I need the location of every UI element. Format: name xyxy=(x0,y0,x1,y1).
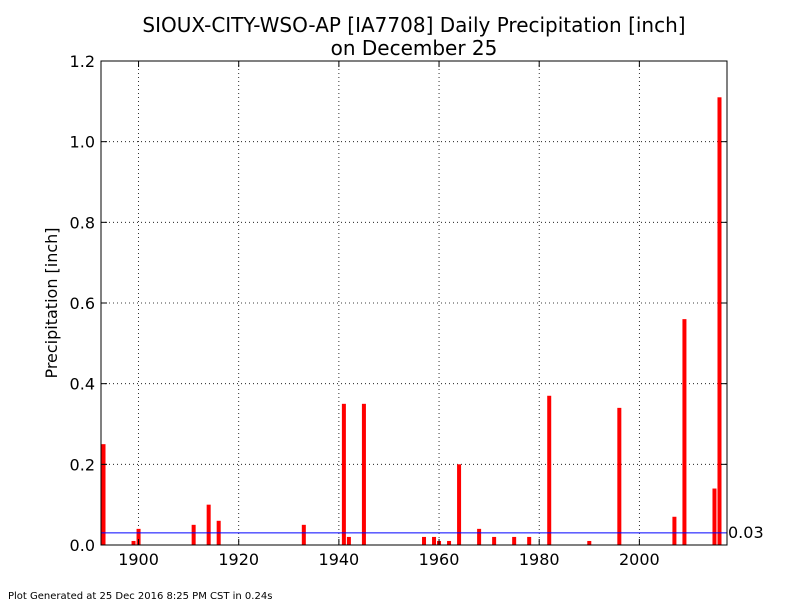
bar xyxy=(712,488,717,545)
bar xyxy=(492,536,497,545)
bar xyxy=(547,395,552,545)
y-tick-label: 1.0 xyxy=(70,133,95,152)
y-axis-label: Precipitation [inch] xyxy=(42,227,61,378)
bars xyxy=(101,97,722,546)
bar xyxy=(527,536,532,545)
axis-ticks: 1900 1920 1940 1960 1980 2000 0.0 0.2 0.4 0.6 0.8 1… xyxy=(70,52,727,569)
x-tick-label: 1940 xyxy=(319,550,360,569)
y-tick-label: 0.0 xyxy=(70,536,95,555)
bar xyxy=(512,536,517,545)
bar xyxy=(422,536,427,545)
average-line-group: 0.03 xyxy=(101,523,764,542)
chart-title-line-2: on December 25 xyxy=(331,36,498,60)
y-tick-label: 0.6 xyxy=(70,294,95,313)
x-tick-label: 1900 xyxy=(118,550,159,569)
bar xyxy=(717,97,722,546)
bar xyxy=(432,536,437,545)
chart-title-line-1: SIOUX-CITY-WSO-AP [IA7708] Daily Precipi… xyxy=(142,13,685,37)
bar xyxy=(191,524,196,545)
bar xyxy=(672,516,677,545)
y-tick-label: 1.2 xyxy=(70,52,95,71)
x-tick-label: 2000 xyxy=(619,550,660,569)
bar xyxy=(457,464,462,545)
y-tick-label: 0.4 xyxy=(70,375,95,394)
x-tick-label: 1960 xyxy=(419,550,460,569)
bar xyxy=(587,540,592,545)
bar xyxy=(101,444,106,545)
grid-lines xyxy=(101,61,727,545)
bar xyxy=(341,403,346,545)
bar xyxy=(131,540,136,545)
bar xyxy=(477,528,482,545)
footer-note: Plot Generated at 25 Dec 2016 8:25 PM CS… xyxy=(8,591,273,602)
bar xyxy=(301,524,306,545)
bar xyxy=(136,528,141,545)
y-tick-label: 0.8 xyxy=(70,213,95,232)
bar xyxy=(346,536,351,545)
x-tick-label: 1980 xyxy=(519,550,560,569)
y-tick-label: 0.2 xyxy=(70,455,95,474)
precipitation-chart: SIOUX-CITY-WSO-AP [IA7708] Daily Precipi… xyxy=(42,13,764,569)
average-line-label: 0.03 xyxy=(728,523,764,542)
bar xyxy=(617,407,622,545)
bar xyxy=(447,540,452,545)
bar xyxy=(361,403,366,545)
bar xyxy=(206,504,211,545)
bar xyxy=(682,319,687,545)
x-tick-label: 1920 xyxy=(218,550,259,569)
